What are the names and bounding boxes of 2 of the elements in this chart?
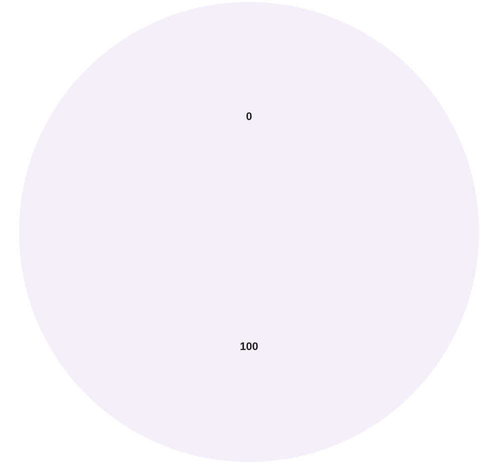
text: 0 xyxy=(246,110,252,123)
data-label: 100 xyxy=(240,340,258,353)
